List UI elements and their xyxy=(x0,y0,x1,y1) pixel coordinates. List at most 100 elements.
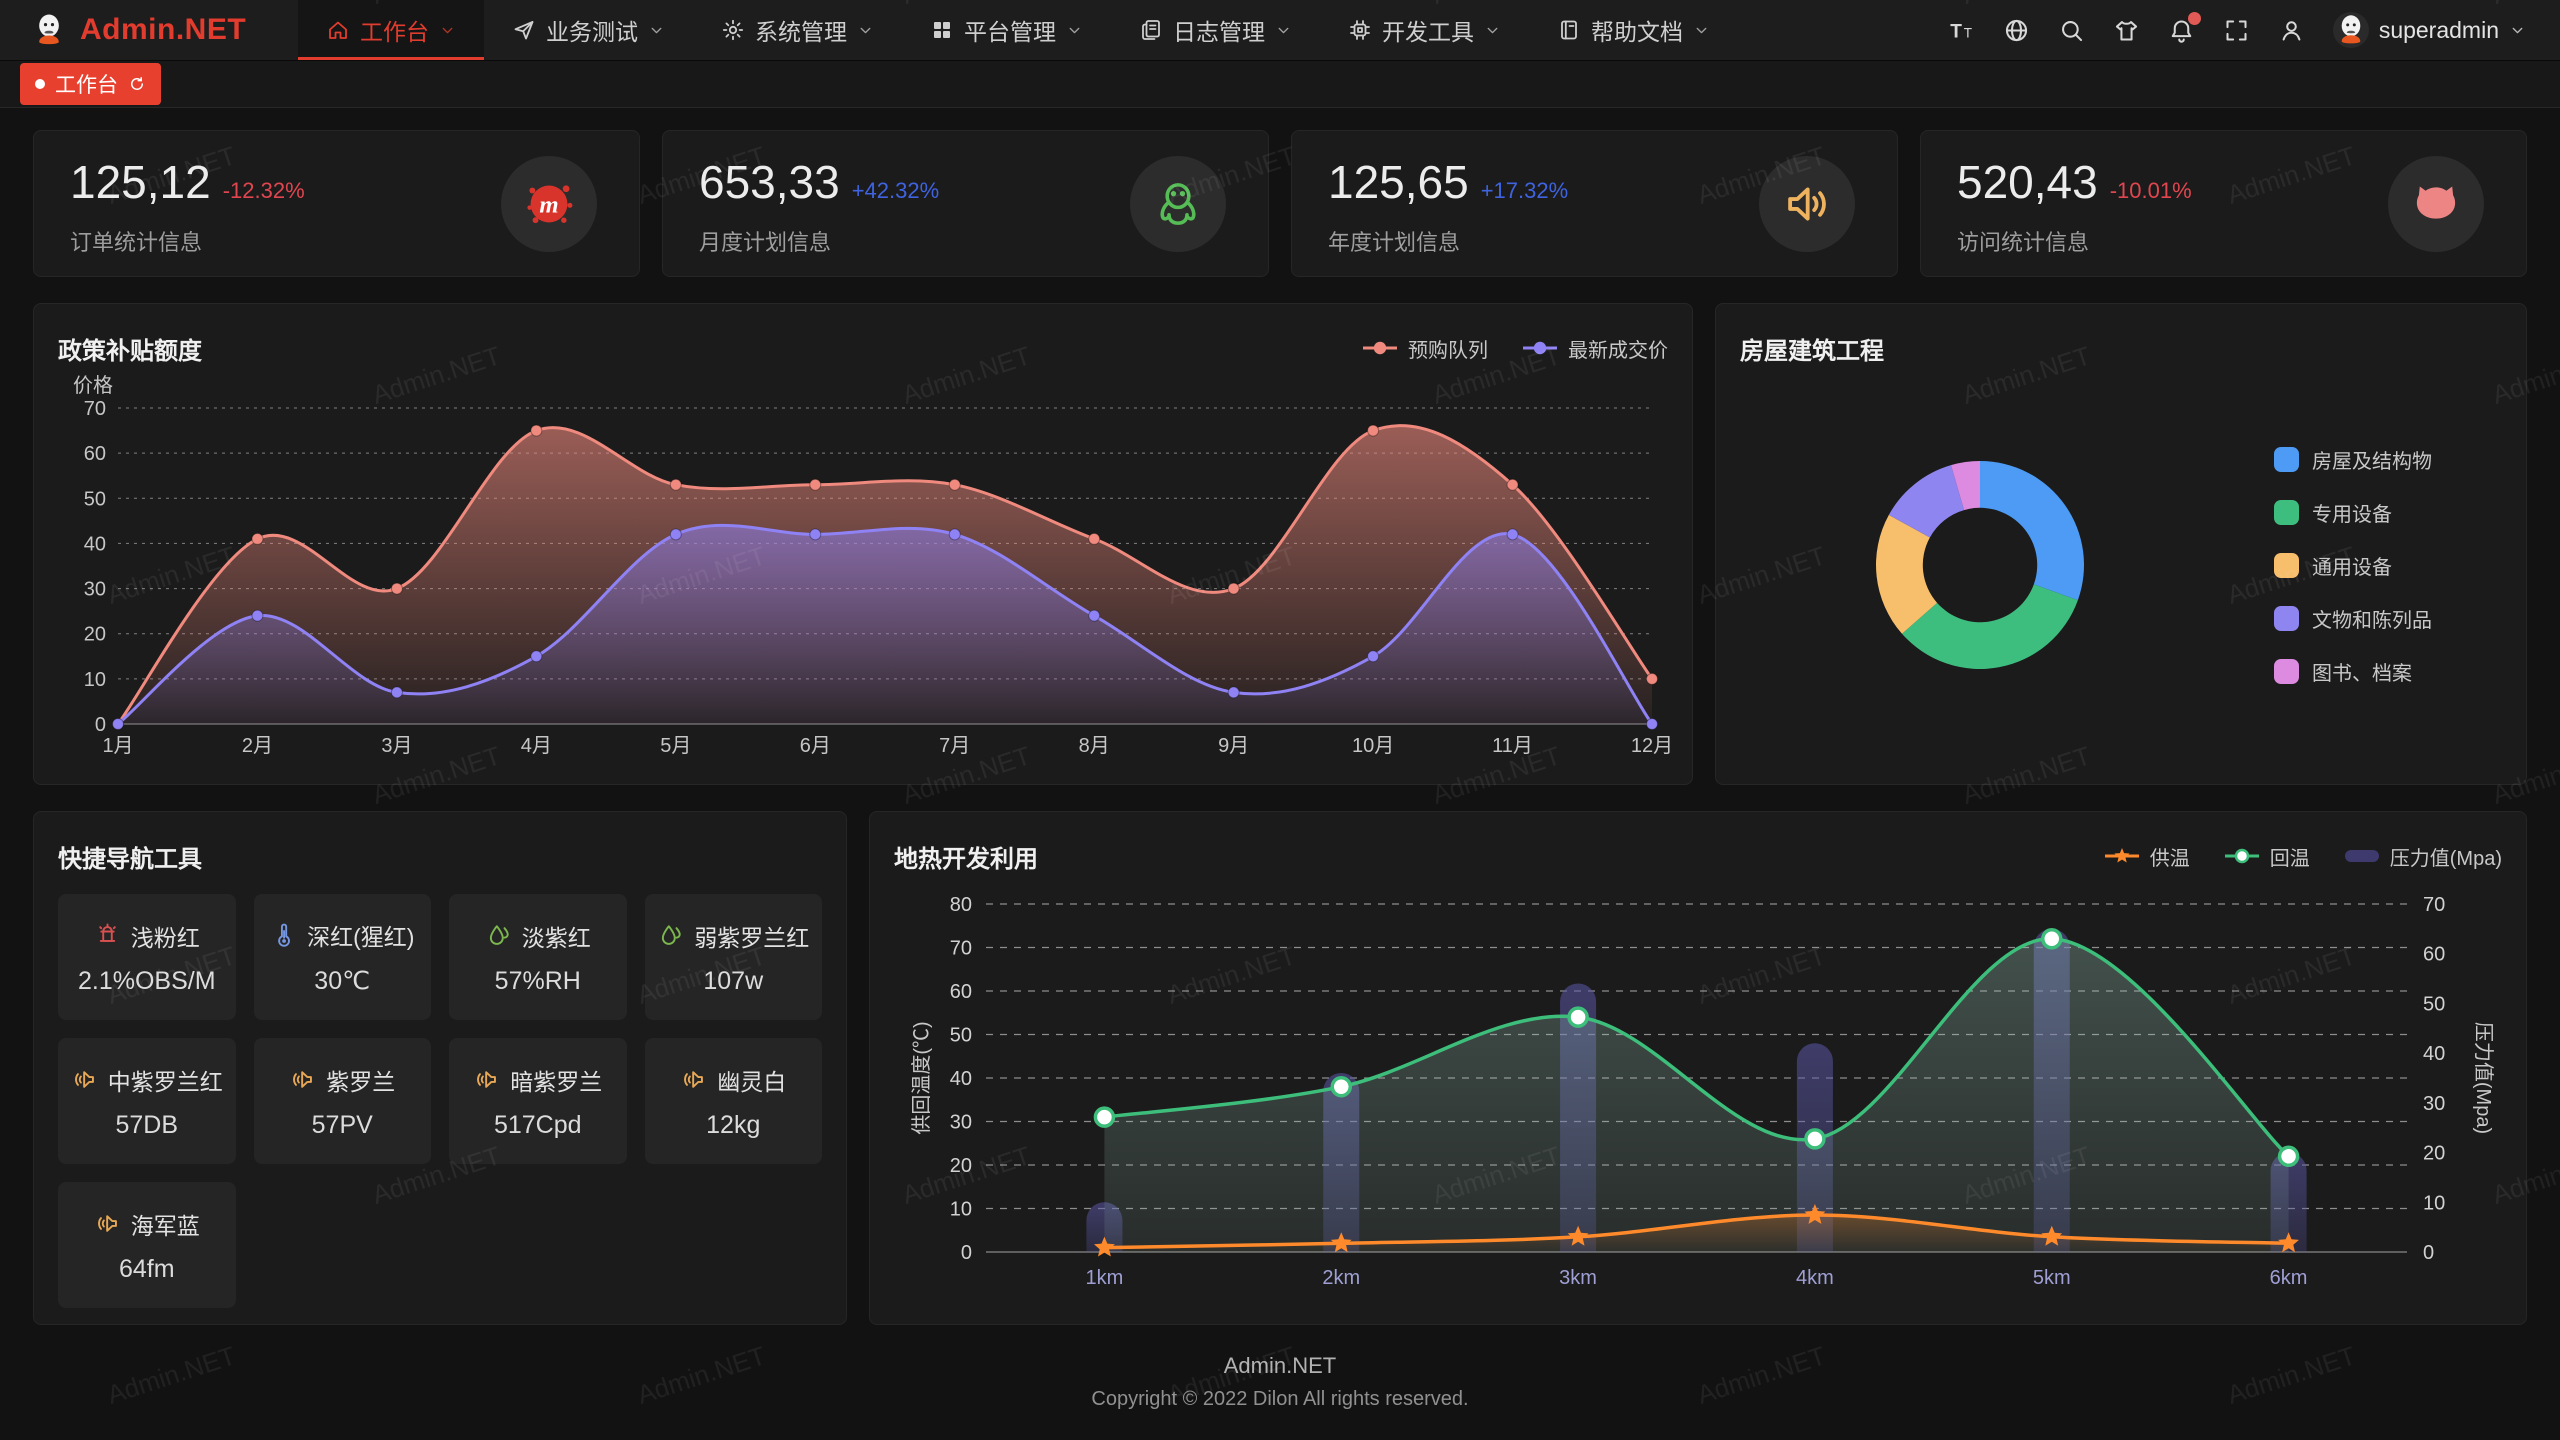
donut-legend-item[interactable]: 房屋及结构物 xyxy=(2274,445,2432,474)
legend-swatch xyxy=(2274,552,2299,578)
quick-nav-value: 12kg xyxy=(706,1110,761,1139)
stat-card-monthly-plan: 653,33 +42.32% 月度计划信息 xyxy=(662,130,1269,277)
svg-text:4月: 4月 xyxy=(521,735,552,757)
footer-brand: Admin.NET xyxy=(1223,1353,1337,1378)
quick-nav-item-pale-violet[interactable]: 淡紫红 57%RH xyxy=(449,894,627,1020)
main-menu: 工作台 业务测试 系统管理 平台管理 日志管理 开发工具 帮助文档 xyxy=(298,0,1738,60)
svg-text:5月: 5月 xyxy=(660,735,691,757)
legend-item-series[interactable]: 回温 xyxy=(2224,842,2310,871)
svg-text:12月: 12月 xyxy=(1631,735,1670,757)
search-icon xyxy=(2061,20,2082,41)
quick-nav-item-dark-violet[interactable]: 暗紫罗兰 517Cpd xyxy=(449,1038,627,1164)
username: superadmin xyxy=(2378,16,2499,43)
legend-swatch xyxy=(2274,658,2299,684)
bell-icon xyxy=(2171,19,2192,43)
refresh-icon xyxy=(131,76,143,90)
menu-item-log-mgmt[interactable]: 日志管理 xyxy=(1111,0,1320,60)
quick-nav-value: 517Cpd xyxy=(493,1110,582,1139)
quick-nav-item-medium-violet-red[interactable]: 中紫罗兰红 57DB xyxy=(58,1038,236,1164)
notifications-button[interactable] xyxy=(2168,11,2201,44)
quick-nav-item-violet[interactable]: 紫罗兰 57PV xyxy=(253,1038,431,1164)
donut-legend-item[interactable]: 通用设备 xyxy=(2274,551,2432,580)
geothermal-title: 地热开发利用 xyxy=(894,845,1038,873)
svg-text:供回温度(℃): 供回温度(℃) xyxy=(910,1021,933,1134)
stat-label: 订单统计信息 xyxy=(70,230,203,255)
speaker-icon xyxy=(1788,186,1826,221)
svg-text:50: 50 xyxy=(2423,993,2445,1015)
menu-item-help-docs[interactable]: 帮助文档 xyxy=(1529,0,1738,60)
housing-project-title: 房屋建筑工程 xyxy=(1740,337,1884,365)
language-button[interactable] xyxy=(2003,17,2030,44)
quick-nav-value: 107w xyxy=(703,966,764,995)
profile-button[interactable] xyxy=(2278,17,2305,44)
stat-label: 月度计划信息 xyxy=(699,230,832,255)
refresh-icon[interactable] xyxy=(128,75,146,93)
home-icon xyxy=(329,21,347,39)
menu-item-label: 系统管理 xyxy=(755,19,847,45)
cat-icon xyxy=(2416,185,2456,219)
svg-text:70: 70 xyxy=(950,938,972,960)
menu-item-business-test[interactable]: 业务测试 xyxy=(484,0,693,60)
svg-text:2月: 2月 xyxy=(242,735,273,757)
quick-nav-item-light-pink[interactable]: 浅粉红 2.1%OBS/M xyxy=(58,894,236,1020)
menu-item-label: 平台管理 xyxy=(964,19,1056,45)
legend-item-series[interactable]: 供温 xyxy=(2104,842,2190,871)
theme-button[interactable] xyxy=(2113,17,2140,44)
svg-text:1km: 1km xyxy=(1086,1267,1124,1289)
svg-text:6km: 6km xyxy=(2270,1267,2308,1289)
workbench-page: 125,12 -12.32% 订单统计信息 m 653,33 +42.32% 月… xyxy=(0,108,2560,1433)
quick-nav-item-ghost-white[interactable]: 幽灵白 12kg xyxy=(644,1038,822,1164)
donut-legend-item[interactable]: 专用设备 xyxy=(2274,498,2432,527)
quick-nav-value: 57DB xyxy=(115,1110,179,1139)
stat-value: 653,33 xyxy=(699,156,840,208)
chevron-down-icon xyxy=(1696,27,1707,33)
svg-text:3km: 3km xyxy=(1559,1267,1597,1289)
svg-text:60: 60 xyxy=(84,443,106,465)
legend-marker-icon xyxy=(1363,341,1397,355)
gear-icon xyxy=(722,19,744,41)
quick-nav-item-weak-violet-red[interactable]: 弱紫罗兰红 107w xyxy=(644,894,822,1020)
legend-marker-icon xyxy=(2224,848,2259,864)
legend-item-series[interactable]: 预购队列 xyxy=(1362,334,1488,363)
quick-nav-item-navy-blue[interactable]: 海军蓝 64fm xyxy=(58,1182,236,1308)
menu-item-label: 开发工具 xyxy=(1382,19,1474,45)
drop-icon xyxy=(662,925,681,945)
quick-nav-value: 2.1%OBS/M xyxy=(77,966,216,995)
svg-text:m: m xyxy=(539,191,558,218)
svg-text:80: 80 xyxy=(950,894,972,916)
policy-subsidy-card: 政策补贴额度 预购队列 最新成交价 0 10 20 30 40 50 60 70 价格 1月 2月 3月… xyxy=(33,303,1693,785)
brand: Admin.NET xyxy=(0,0,298,60)
send-icon xyxy=(514,21,534,40)
svg-text:T: T xyxy=(1950,21,1962,42)
logo-icon xyxy=(2341,15,2361,44)
donut-legend-item[interactable]: 文物和陈列品 xyxy=(2274,604,2432,633)
tab-workbench[interactable]: 工作台 xyxy=(20,63,161,105)
legend-item-series[interactable]: 压力值(Mpa) xyxy=(2344,842,2502,871)
charts-row: 政策补贴额度 预购队列 最新成交价 0 10 20 30 40 50 60 70 价格 1月 2月 3月… xyxy=(33,303,2527,785)
svg-text:6月: 6月 xyxy=(800,735,831,757)
fullscreen-icon xyxy=(2226,19,2247,41)
fullscreen-button[interactable] xyxy=(2223,17,2250,44)
menu-item-dev-tools[interactable]: 开发工具 xyxy=(1320,0,1529,60)
stat-cards-row: 125,12 -12.32% 订单统计信息 m 653,33 +42.32% 月… xyxy=(33,130,2527,277)
search-button[interactable] xyxy=(2058,17,2085,44)
copy-doc-icon xyxy=(1142,20,1160,40)
geothermal-legend: 供温 回温 压力值(Mpa) xyxy=(2104,842,2502,871)
svg-text:0: 0 xyxy=(2423,1242,2434,1264)
menu-item-platform-mgmt[interactable]: 平台管理 xyxy=(902,0,1111,60)
user-menu[interactable]: superadmin xyxy=(2332,12,2526,48)
menu-item-workbench[interactable]: 工作台 xyxy=(298,0,484,60)
svg-text:T: T xyxy=(1964,25,1972,40)
tab-label: 工作台 xyxy=(55,74,118,97)
chevron-down-icon xyxy=(2512,27,2523,33)
quick-nav-item-crimson[interactable]: 深红(猩红) 30℃ xyxy=(253,894,431,1020)
menu-item-system-mgmt[interactable]: 系统管理 xyxy=(693,0,902,60)
hydrant-icon xyxy=(98,923,116,942)
donut-legend-item[interactable]: 图书、档案 xyxy=(2274,657,2432,686)
menu-item-label: 日志管理 xyxy=(1173,19,1265,45)
speaker-left-icon xyxy=(684,1071,704,1088)
legend-item-series[interactable]: 最新成交价 xyxy=(1522,334,1668,363)
